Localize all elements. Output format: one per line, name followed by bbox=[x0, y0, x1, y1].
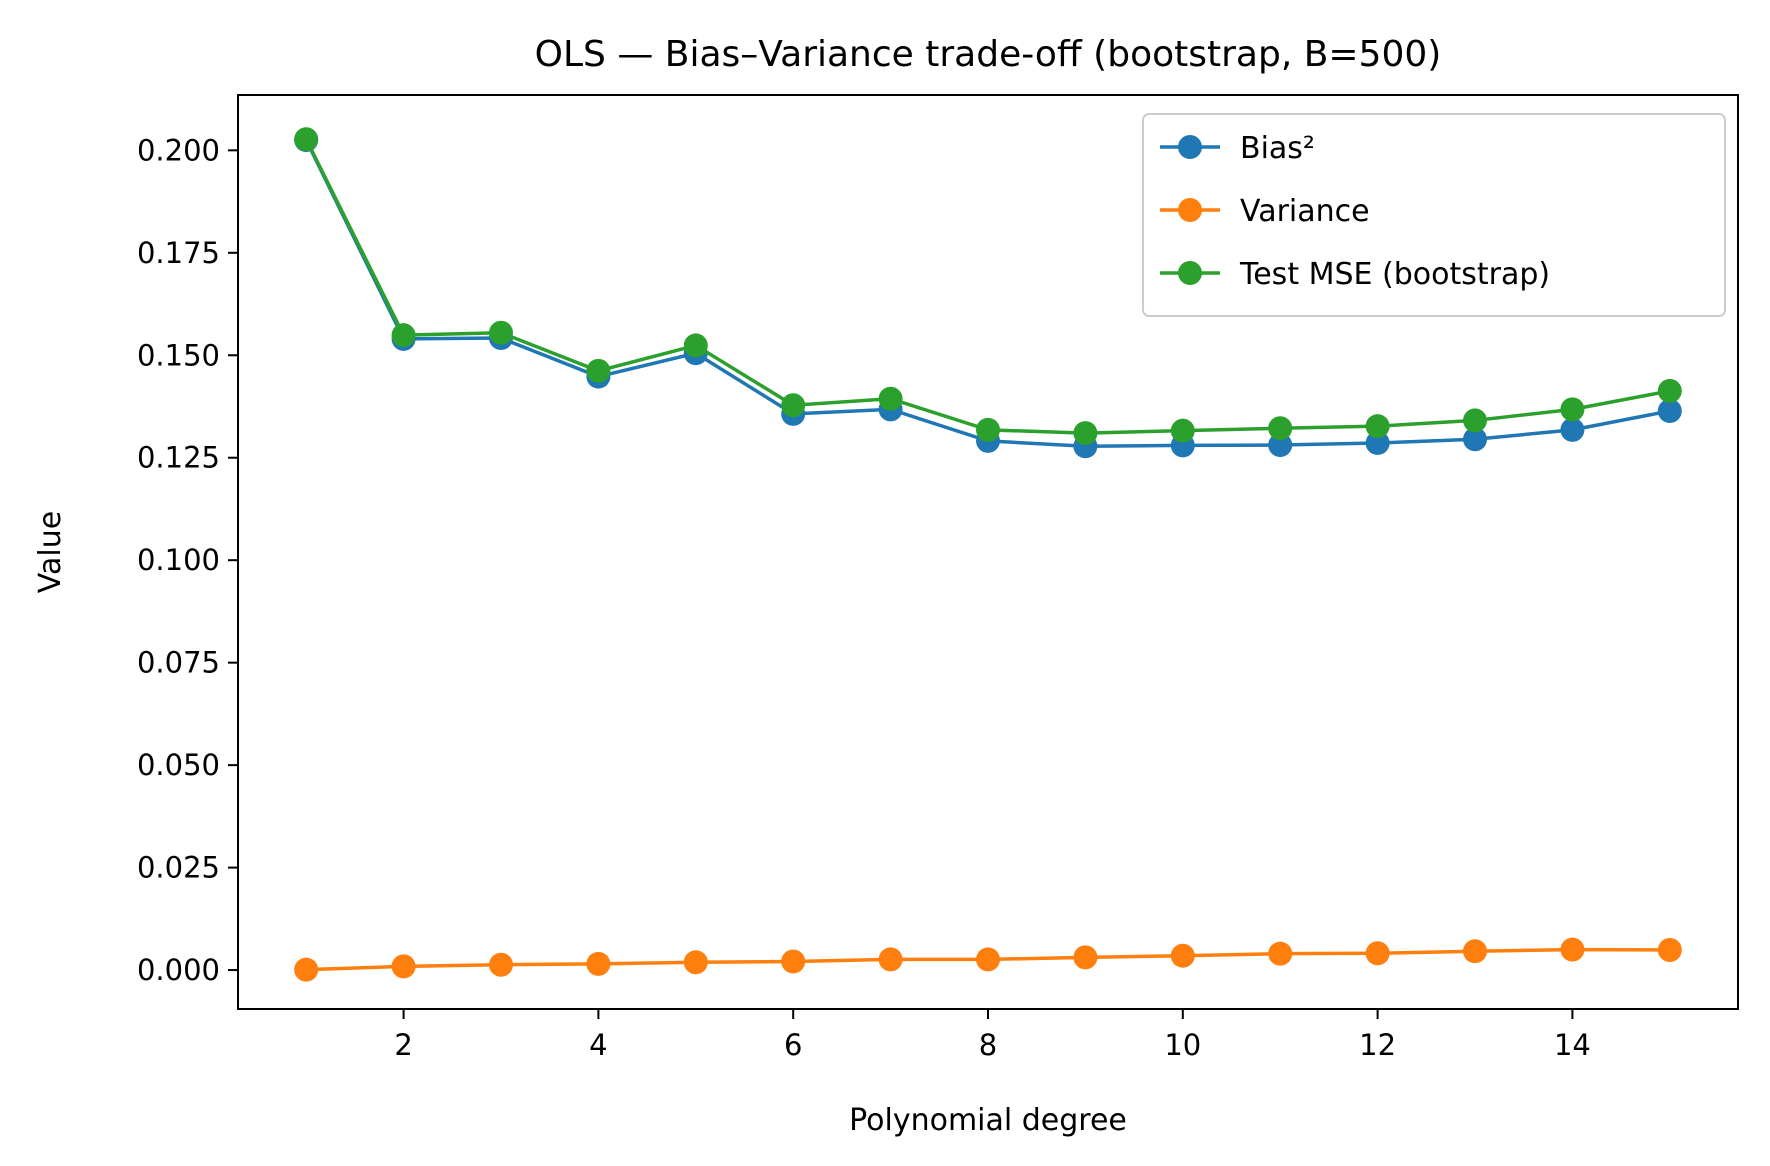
data-point bbox=[1560, 417, 1585, 442]
x-axis: 2 4 6 8 10 12 14 bbox=[394, 1009, 1591, 1062]
series-layer bbox=[294, 127, 1682, 982]
y-tick-label: 0.000 bbox=[137, 953, 220, 987]
data-point bbox=[1268, 416, 1293, 441]
data-point bbox=[1268, 433, 1293, 458]
data-point bbox=[1463, 427, 1488, 452]
y-axis: 0.000 0.025 0.050 0.075 0.100 0.125 0.150 0.175… bbox=[137, 133, 238, 987]
data-point bbox=[1365, 414, 1390, 439]
data-point bbox=[294, 127, 319, 152]
data-point bbox=[1365, 430, 1390, 455]
data-point bbox=[1657, 937, 1682, 962]
x-tick-label: 14 bbox=[1554, 1028, 1591, 1062]
x-tick-label: 10 bbox=[1164, 1028, 1201, 1062]
series-1 bbox=[294, 937, 1682, 982]
legend-label: Bias² bbox=[1240, 131, 1315, 166]
y-tick-label: 0.100 bbox=[137, 543, 220, 577]
data-point bbox=[294, 957, 319, 982]
x-axis-label: Polynomial degree bbox=[849, 1103, 1127, 1138]
data-point bbox=[781, 393, 806, 418]
y-tick-label: 0.200 bbox=[137, 133, 220, 167]
x-tick-label: 8 bbox=[979, 1028, 997, 1062]
data-point bbox=[683, 333, 708, 358]
data-point bbox=[1268, 941, 1293, 966]
legend-marker bbox=[1178, 135, 1202, 159]
data-point bbox=[1365, 941, 1390, 966]
data-point bbox=[1560, 397, 1585, 422]
data-point bbox=[1073, 945, 1098, 970]
data-point bbox=[1463, 408, 1488, 433]
y-axis-label: Value bbox=[33, 511, 68, 593]
legend-label: Test MSE (bootstrap) bbox=[1239, 257, 1550, 292]
data-point bbox=[488, 320, 513, 345]
x-tick-label: 4 bbox=[589, 1028, 607, 1062]
data-point bbox=[1463, 939, 1488, 964]
data-point bbox=[488, 952, 513, 977]
legend-marker bbox=[1178, 261, 1202, 285]
data-point bbox=[586, 358, 611, 383]
y-tick-label: 0.175 bbox=[137, 236, 220, 270]
data-point bbox=[1073, 421, 1098, 446]
chart-title: OLS — Bias–Variance trade-off (bootstrap… bbox=[535, 34, 1442, 75]
data-point bbox=[878, 386, 903, 411]
data-point bbox=[1170, 943, 1195, 968]
y-tick-label: 0.075 bbox=[137, 646, 220, 680]
legend-entry-2: Test MSE (bootstrap) bbox=[1160, 257, 1550, 292]
y-tick-label: 0.050 bbox=[137, 748, 220, 782]
x-tick-label: 2 bbox=[394, 1028, 412, 1062]
data-point bbox=[683, 950, 708, 975]
data-point bbox=[1560, 937, 1585, 962]
data-point bbox=[1657, 378, 1682, 403]
data-point bbox=[976, 947, 1000, 972]
data-point bbox=[1170, 418, 1195, 443]
y-tick-label: 0.150 bbox=[137, 338, 220, 372]
data-point bbox=[1657, 399, 1682, 424]
data-point bbox=[391, 323, 416, 348]
legend-entry-1: Variance bbox=[1160, 194, 1370, 229]
data-point bbox=[878, 947, 903, 972]
x-tick-label: 12 bbox=[1359, 1028, 1396, 1062]
legend-box bbox=[1142, 113, 1726, 317]
data-point bbox=[976, 417, 1000, 442]
legend-label: Variance bbox=[1240, 194, 1370, 229]
y-tick-label: 0.025 bbox=[137, 851, 220, 885]
legend-entry-0: Bias² bbox=[1160, 131, 1315, 166]
data-point bbox=[586, 951, 611, 976]
data-point bbox=[781, 949, 806, 974]
legend-marker bbox=[1178, 198, 1202, 222]
y-tick-label: 0.125 bbox=[137, 441, 220, 475]
legend: Bias² Variance Test MSE (bootstrap) bbox=[1142, 113, 1726, 317]
data-point bbox=[391, 954, 416, 979]
plot-area bbox=[237, 94, 1739, 1010]
series-2 bbox=[294, 127, 1682, 446]
x-tick-label: 6 bbox=[784, 1028, 802, 1062]
